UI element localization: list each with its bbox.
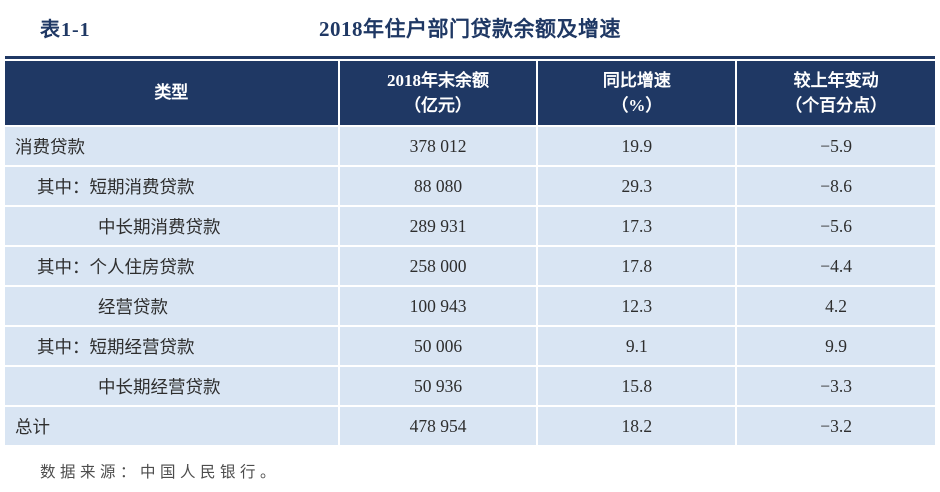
table-row: 其中：短期经营贷款 50 006 9.1 9.9 [5,327,935,365]
row-label-cell: 总计 [5,407,338,445]
row-label-cell: 其中：个人住房贷款 [5,247,338,285]
balance-cell: 478 954 [339,407,537,445]
table-title: 2018年住户部门贷款余额及增速 [319,17,621,41]
row-label-cell: 消费贷款 [5,127,338,165]
growth-cell: 29.3 [538,167,736,205]
growth-cell: 18.2 [538,407,736,445]
row-prefix: 其中： [37,176,90,197]
column-header-balance-line2: （亿元） [404,96,473,115]
change-cell: −5.6 [737,207,935,245]
growth-cell: 17.8 [538,247,736,285]
row-label: 总计 [15,416,50,437]
table-number-label: 表1-1 [40,19,91,41]
header-row: 类型 2018年末余额 （亿元） 同比增速 （%） 较上年变动 （个百分点） [5,61,935,125]
balance-cell: 50 936 [339,367,537,405]
column-header-growth-line1: 同比增速 [602,70,671,90]
change-cell: −3.3 [737,367,935,405]
row-label-cell: 中长期经营贷款 [5,367,338,405]
row-label: 消费贷款 [15,136,85,157]
table-row: 消费贷款 378 012 19.9 −5.9 [5,127,935,165]
column-header-change: 较上年变动 （个百分点） [737,61,935,125]
table-top-rule [5,56,935,59]
table-row: 中长期经营贷款 50 936 15.8 −3.3 [5,367,935,405]
loan-balance-table: 类型 2018年末余额 （亿元） 同比增速 （%） 较上年变动 （个百分点） [3,59,937,447]
growth-cell: 19.9 [538,127,736,165]
change-cell: −8.6 [737,167,935,205]
row-label: 中长期消费贷款 [98,216,221,237]
change-cell: −4.4 [737,247,935,285]
column-header-balance: 2018年末余额 （亿元） [339,61,537,125]
column-header-balance-line1: 2018年末余额 [387,70,490,90]
row-prefix: 其中： [37,256,90,277]
title-bar: 表1-1 2018年住户部门贷款余额及增速 [0,0,940,55]
balance-cell: 100 943 [339,287,537,325]
column-header-change-line1: 较上年变动 [793,70,879,90]
row-label: 短期消费贷款 [89,176,195,197]
column-header-change-line2: （个百分点） [785,96,888,115]
balance-cell: 88 080 [339,167,537,205]
balance-cell: 378 012 [339,127,537,165]
growth-cell: 15.8 [538,367,736,405]
growth-cell: 9.1 [538,327,736,365]
row-label: 短期经营贷款 [89,336,195,357]
table-row: 其中：短期消费贷款 88 080 29.3 −8.6 [5,167,935,205]
column-header-growth-line2: （%） [611,96,663,115]
row-label-cell: 其中：短期经营贷款 [5,327,338,365]
table-row: 经营贷款 100 943 12.3 4.2 [5,287,935,325]
balance-cell: 289 931 [339,207,537,245]
table-row: 总计 478 954 18.2 −3.2 [5,407,935,445]
growth-cell: 17.3 [538,207,736,245]
growth-cell: 12.3 [538,287,736,325]
change-cell: 9.9 [737,327,935,365]
row-label: 经营贷款 [98,296,168,317]
table-row: 其中：个人住房贷款 258 000 17.8 −4.4 [5,247,935,285]
data-source-note: 数据来源：中国人民银行。 [40,464,281,481]
table-row: 中长期消费贷款 289 931 17.3 −5.6 [5,207,935,245]
column-header-type: 类型 [5,61,338,125]
row-label-cell: 其中：短期消费贷款 [5,167,338,205]
row-label: 个人住房贷款 [89,256,195,277]
change-cell: −3.2 [737,407,935,445]
row-prefix: 其中： [37,336,90,357]
column-header-growth: 同比增速 （%） [538,61,736,125]
row-label: 中长期经营贷款 [98,376,221,397]
change-cell: −5.9 [737,127,935,165]
change-cell: 4.2 [737,287,935,325]
column-header-type-line1: 类型 [154,83,189,103]
balance-cell: 50 006 [339,327,537,365]
row-label-cell: 中长期消费贷款 [5,207,338,245]
balance-cell: 258 000 [339,247,537,285]
row-label-cell: 经营贷款 [5,287,338,325]
